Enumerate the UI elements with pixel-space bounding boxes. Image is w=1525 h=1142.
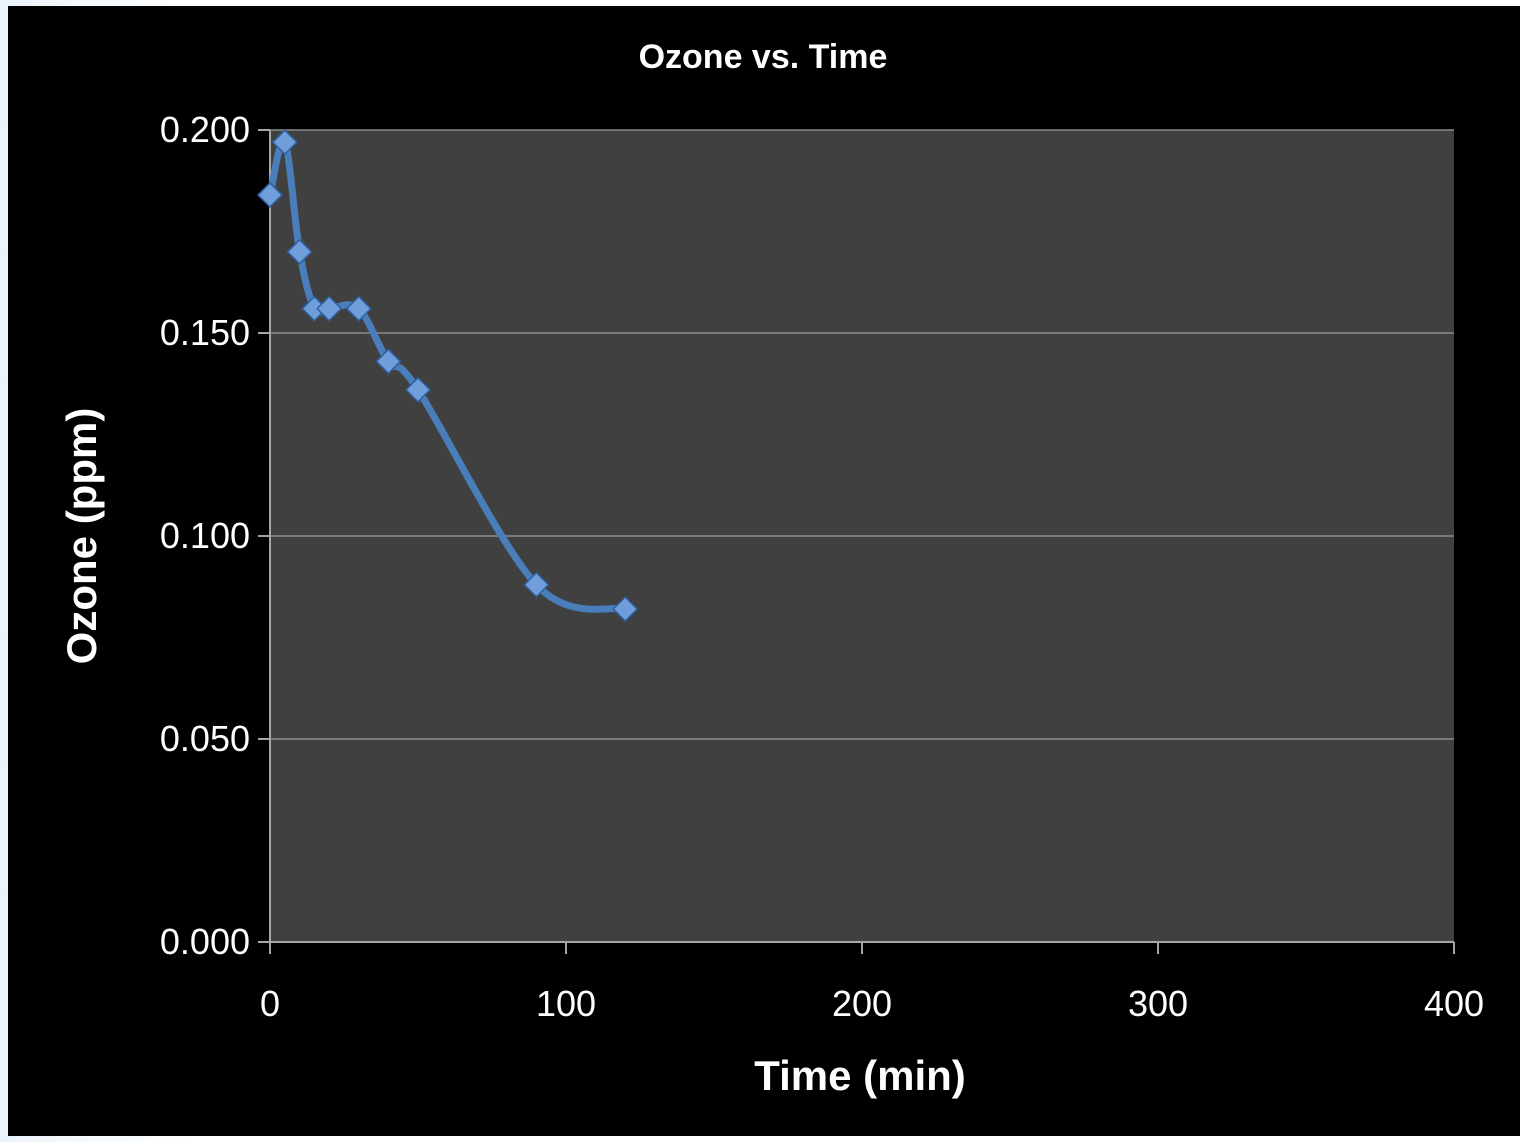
data-point-marker [271, 129, 298, 156]
data-point-marker [316, 295, 343, 322]
data-point-marker [345, 295, 372, 322]
x-tick-label: 300 [1128, 983, 1188, 1024]
y-tick-label: 0.000 [160, 921, 250, 962]
data-point-marker [612, 596, 639, 623]
data-point-marker [286, 238, 313, 265]
y-tick-label: 0.200 [160, 109, 250, 150]
x-tick-label: 0 [260, 983, 280, 1024]
data-point-marker [256, 181, 284, 209]
x-tick-label: 100 [536, 983, 596, 1024]
gridlines [270, 129, 1454, 740]
data-point-marker [523, 571, 550, 598]
chart-frame: Ozone vs. Time 0.000 0.050 0.100 0.150 0.200… [8, 6, 1520, 1136]
y-tick-label: 0.100 [160, 515, 250, 556]
x-axis-title: Time (min) [754, 1052, 966, 1099]
x-axis-ticks: 0 100 200 300 400 [260, 942, 1484, 1024]
x-tick-label: 200 [832, 983, 892, 1024]
data-point-marker [404, 376, 432, 403]
chart-title: Ozone vs. Time [639, 38, 888, 76]
data-point-marker [375, 348, 402, 375]
y-tick-label: 0.050 [160, 718, 250, 759]
series-markers [256, 129, 639, 623]
ozone-chart: Ozone vs. Time 0.000 0.050 0.100 0.150 0.200… [58, 38, 1484, 1099]
y-axis-title: Ozone (ppm) [58, 408, 105, 665]
y-axis-ticks: 0.000 0.050 0.100 0.150 0.200 [160, 109, 270, 962]
y-tick-label: 0.150 [160, 312, 250, 353]
x-tick-label: 400 [1424, 983, 1484, 1024]
